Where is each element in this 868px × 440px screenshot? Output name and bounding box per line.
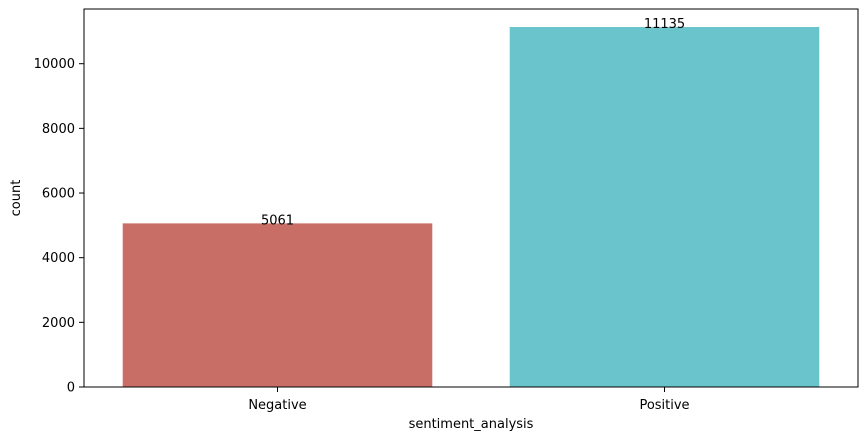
x-axis: Negative Positive [248,387,690,413]
y-tick-label: 0 [67,381,75,396]
x-tick-label-negative: Negative [248,398,306,413]
plot-frame [83,8,859,388]
bars-group [122,27,820,388]
bar-positive [509,27,820,388]
data-label-negative: 5061 [261,213,294,228]
x-tick-label-positive: Positive [639,398,689,413]
y-tick-label: 6000 [42,187,75,202]
y-tick-label: 4000 [42,251,75,266]
y-tick-label: 2000 [42,316,75,331]
bar-negative [122,223,433,387]
y-axis: 0 2000 4000 6000 8000 10000 [34,57,84,396]
x-axis-label: sentiment_analysis [409,417,534,432]
y-tick-label: 10000 [34,57,75,72]
y-tick-label: 8000 [42,122,75,137]
data-labels-group: 5061 11135 [261,17,685,228]
data-label-positive: 11135 [644,17,685,32]
y-axis-label: count [9,180,24,217]
